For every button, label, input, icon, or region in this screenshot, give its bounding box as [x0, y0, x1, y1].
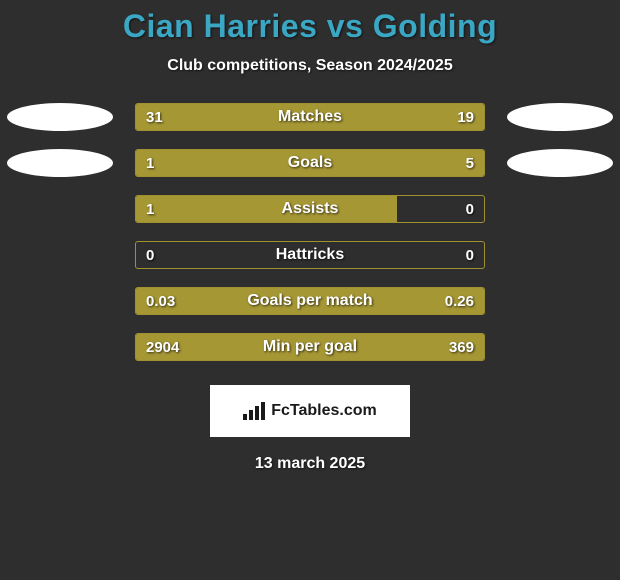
- player-right-oval-slot: [500, 103, 620, 131]
- player-oval-icon: [7, 149, 113, 177]
- comparison-row: 15Goals: [0, 149, 620, 177]
- stat-label: Goals per match: [136, 288, 484, 314]
- stat-label: Min per goal: [136, 334, 484, 360]
- comparison-rows: 3119Matches 15Goals 10Assists 00Hattricks 0.…: [0, 103, 620, 361]
- comparison-row: 10Assists: [0, 195, 620, 223]
- stat-bar: 3119Matches: [135, 103, 485, 131]
- player-oval-icon: [7, 103, 113, 131]
- comparison-infographic: Cian Harries vs Golding Club competition…: [0, 0, 620, 473]
- page-subtitle: Club competitions, Season 2024/2025: [0, 57, 620, 75]
- player-oval-icon: [507, 149, 613, 177]
- stat-bar: 2904369Min per goal: [135, 333, 485, 361]
- stat-bar: 00Hattricks: [135, 241, 485, 269]
- stat-label: Matches: [136, 104, 484, 130]
- stat-label: Hattricks: [136, 242, 484, 268]
- bar-chart-icon: [243, 402, 265, 420]
- comparison-row: 00Hattricks: [0, 241, 620, 269]
- comparison-row: 0.030.26Goals per match: [0, 287, 620, 315]
- stat-label: Assists: [136, 196, 484, 222]
- stat-label: Goals: [136, 150, 484, 176]
- comparison-row: 3119Matches: [0, 103, 620, 131]
- page-title: Cian Harries vs Golding: [0, 8, 620, 45]
- player-left-oval-slot: [0, 149, 120, 177]
- stat-bar: 0.030.26Goals per match: [135, 287, 485, 315]
- player-oval-icon: [507, 103, 613, 131]
- stat-bar: 10Assists: [135, 195, 485, 223]
- stat-bar: 15Goals: [135, 149, 485, 177]
- footer-date: 13 march 2025: [0, 455, 620, 473]
- player-left-oval-slot: [0, 103, 120, 131]
- comparison-row: 2904369Min per goal: [0, 333, 620, 361]
- player-right-oval-slot: [500, 149, 620, 177]
- brand-text: FcTables.com: [271, 402, 377, 420]
- brand-badge: FcTables.com: [210, 385, 410, 437]
